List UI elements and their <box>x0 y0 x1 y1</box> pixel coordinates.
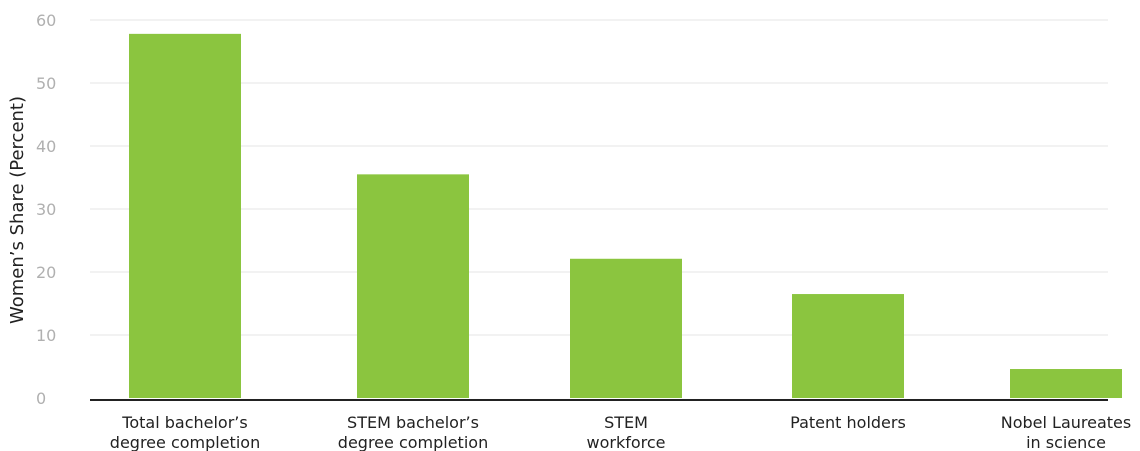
x-tick-label-2: STEM workforce <box>586 413 665 451</box>
x-tick-label-line: degree completion <box>338 433 488 451</box>
bar-3 <box>792 294 904 398</box>
bars <box>129 33 1122 399</box>
y-tick-label-60: 60 <box>36 11 56 30</box>
x-tick-label-line: Total bachelor’s <box>121 413 247 432</box>
x-tick-label-line: workforce <box>586 433 665 451</box>
x-tick-label-3: Patent holders <box>790 413 906 432</box>
x-tick-label-line: Nobel Laureates <box>1001 413 1131 432</box>
y-tick-label-30: 30 <box>36 200 56 219</box>
bar-0 <box>129 33 241 399</box>
y-tick-label-50: 50 <box>36 74 56 93</box>
x-tick-label-line: degree completion <box>110 433 260 451</box>
bar-1 <box>357 174 469 398</box>
bar-2 <box>570 258 682 398</box>
x-tick-label-4: Nobel Laureates in science <box>1001 413 1131 451</box>
y-tick-labels: 0 10 20 30 40 50 60 <box>36 11 56 408</box>
x-tick-label-line: Patent holders <box>790 413 906 432</box>
y-tick-label-20: 20 <box>36 263 56 282</box>
y-axis-label: Women’s Share (Percent) <box>7 96 28 324</box>
bar-4 <box>1010 369 1122 398</box>
x-tick-label-line: in science <box>1026 433 1106 451</box>
x-tick-label-0: Total bachelor’s degree completion <box>110 413 260 451</box>
x-tick-label-line: STEM <box>604 413 648 432</box>
y-tick-label-40: 40 <box>36 137 56 156</box>
x-tick-label-1: STEM bachelor’s degree completion <box>338 413 488 451</box>
y-tick-label-0: 0 <box>36 389 46 408</box>
gridlines <box>90 19 1108 336</box>
y-tick-label-10: 10 <box>36 326 56 345</box>
x-tick-label-line: STEM bachelor’s <box>347 413 479 432</box>
